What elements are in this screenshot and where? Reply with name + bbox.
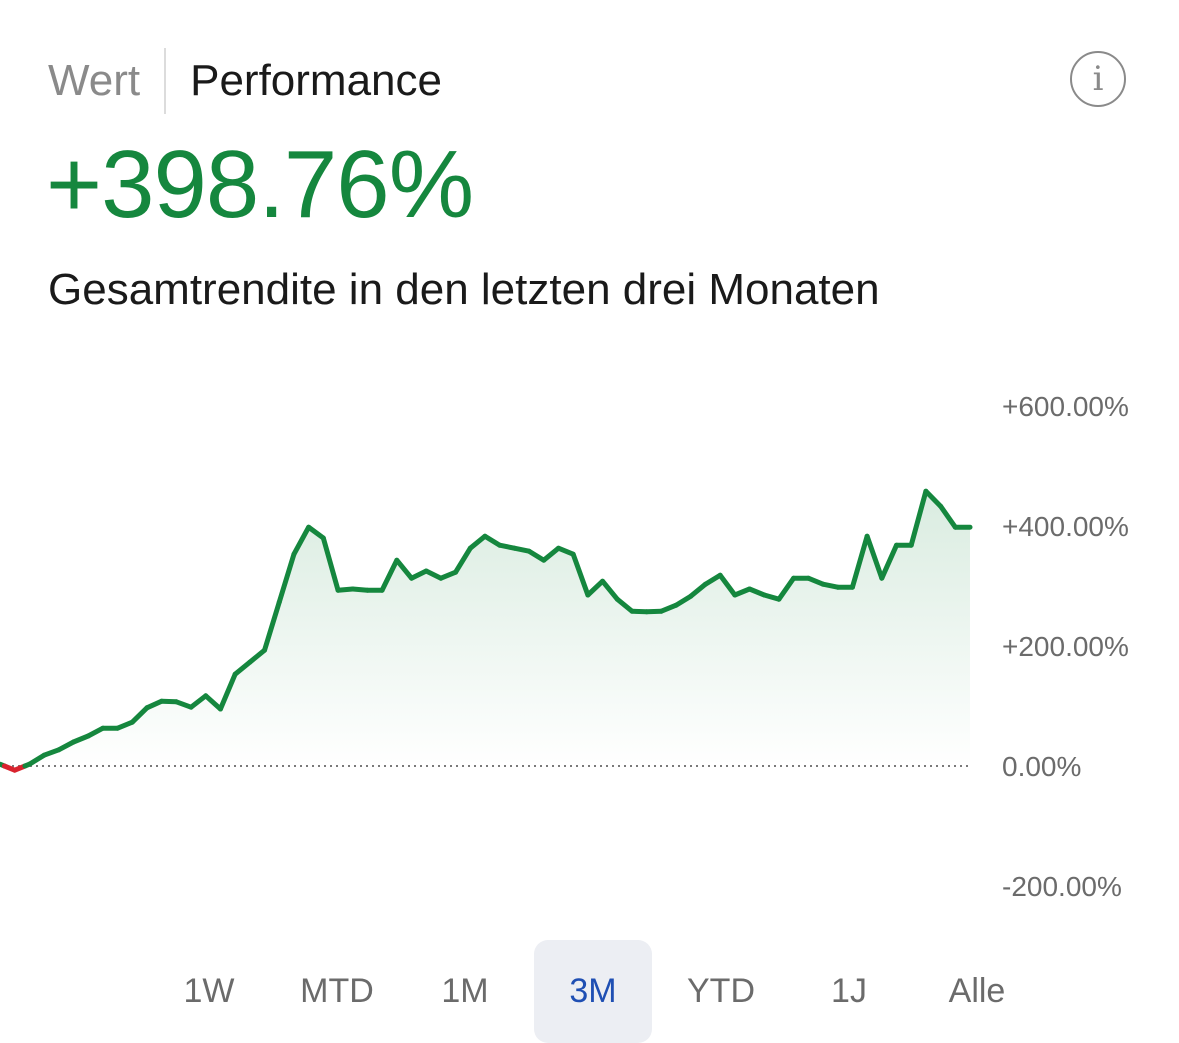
chart-line-segment [673, 593, 694, 608]
chart-line-segment [232, 659, 253, 677]
range-button-1m[interactable]: 1M [441, 972, 489, 1010]
chart-line-segment [276, 551, 297, 605]
chart-line-segment [291, 524, 312, 557]
info-icon[interactable]: i [1070, 51, 1126, 107]
chart-line-segment [482, 533, 503, 548]
range-button-ytd[interactable]: YTD [687, 972, 755, 1010]
range-button-1j[interactable]: 1J [831, 972, 867, 1010]
chart-line-segment [555, 545, 576, 557]
chart-line-segment [70, 733, 91, 745]
performance-caption: Gesamtrendite in den letzten drei Monate… [48, 265, 880, 314]
chart-line-segment [600, 578, 620, 602]
chart-line-segment [173, 699, 194, 710]
range-button-3m[interactable]: 3M [534, 940, 652, 1043]
chart-line-segment [688, 581, 708, 599]
chart-line-segment [306, 524, 326, 541]
chart-line-segment [864, 533, 885, 581]
chart-line-segment [776, 575, 797, 602]
chart-line-segment [203, 693, 223, 712]
chart-line-segment [614, 596, 635, 614]
chart-line-segment [717, 572, 738, 598]
chart-line-segment [938, 503, 958, 530]
chart-line-segment [247, 647, 268, 665]
chart-line-segment [761, 592, 782, 602]
chart-line-segment [805, 575, 826, 587]
y-axis-tick-label: +200.00% [1002, 631, 1129, 662]
chart-line-segment [732, 586, 753, 598]
y-axis-tick-label: -200.00% [1002, 871, 1122, 902]
chart-line-segment [702, 572, 723, 587]
range-button-mtd[interactable]: MTD [300, 972, 374, 1010]
chart-line-segment [908, 488, 929, 548]
chart-line-segment [379, 557, 400, 593]
tab-divider [164, 48, 167, 114]
tab-performance[interactable]: Performance [190, 56, 442, 105]
time-range-selector: 1W MTD 1M 3M YTD 1J Alle [150, 940, 1046, 1043]
range-button-alle[interactable]: Alle [948, 972, 1006, 1010]
chart-area-fill [0, 491, 970, 766]
y-axis-tick-label: +400.00% [1002, 511, 1129, 542]
chart-line-segment [423, 568, 444, 581]
performance-value: +398.76% [46, 131, 474, 238]
chart-line-segment [394, 557, 415, 581]
chart-line-segment [85, 725, 106, 739]
chart-line-segment [262, 599, 282, 653]
chart-line-segment [526, 548, 547, 563]
range-button-1w[interactable]: 1W [183, 972, 235, 1010]
chart-line-segment [41, 747, 62, 758]
view-tabs: Wert Performance [48, 46, 442, 116]
chart-line-segment [467, 533, 488, 551]
chart-line-segment [409, 568, 429, 581]
chart-line-segment [26, 752, 47, 767]
chart-line-segment [320, 535, 341, 593]
chart-line-segment [879, 542, 900, 581]
chart-line-segment [144, 698, 165, 711]
chart-line-segment [438, 569, 459, 581]
chart-line-segment [56, 739, 76, 753]
chart-line-segment [129, 705, 150, 725]
chart-line-segment [217, 671, 238, 712]
chart-line-segment [115, 719, 135, 731]
y-axis-tick-label: +600.00% [1002, 391, 1129, 422]
chart-line-segment [658, 602, 679, 614]
chart-line-segment [453, 545, 473, 575]
chart-line-segment [747, 586, 767, 598]
chart-line-segment [541, 545, 561, 563]
chart-line-segment [188, 693, 209, 710]
chart-line-segment [849, 533, 870, 590]
chart-line-segment [585, 578, 606, 598]
chart-line-segment [570, 551, 591, 598]
y-axis-tick-label: 0.00% [1002, 751, 1081, 782]
chart-line-segment [923, 488, 944, 509]
tab-wert[interactable]: Wert [48, 56, 141, 105]
performance-chart: +600.00% +400.00% +200.00% 0.00% -200.00% [0, 391, 1129, 902]
